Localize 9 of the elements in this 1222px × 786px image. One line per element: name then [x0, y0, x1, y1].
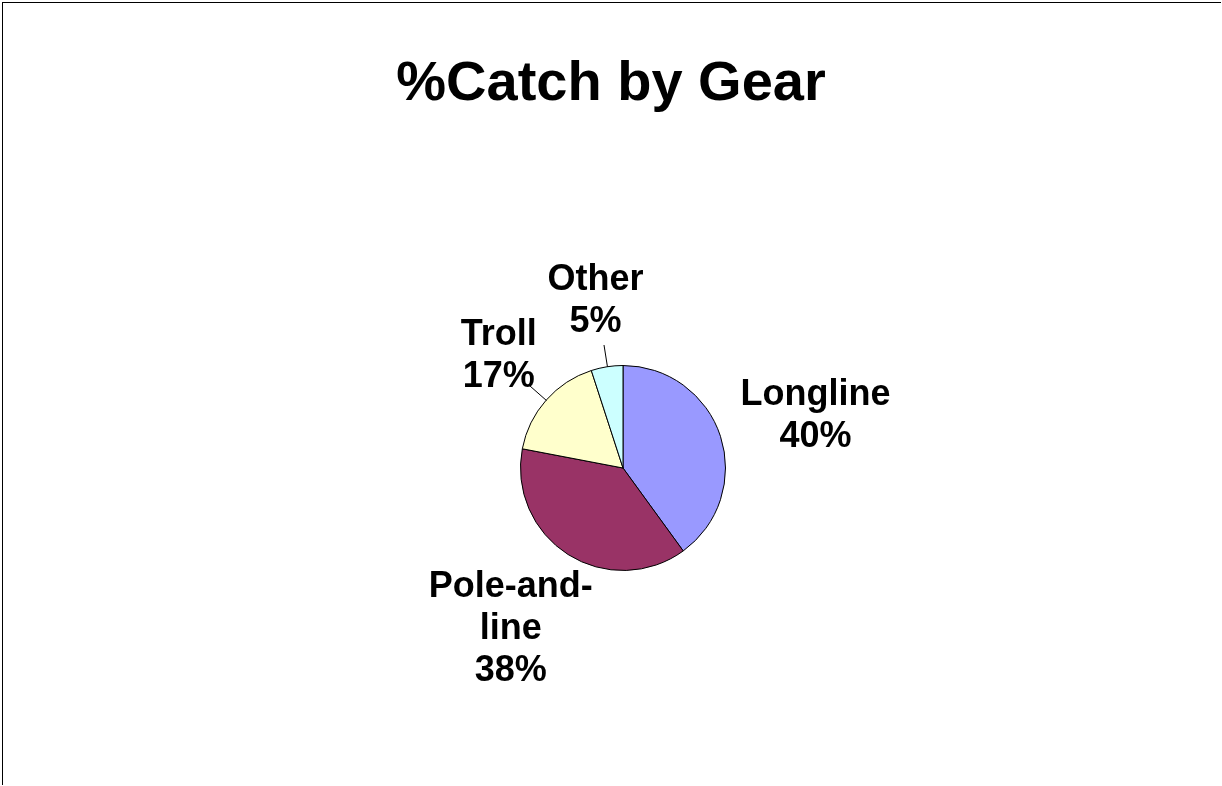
slice-label: Pole-and-line: [428, 563, 593, 647]
slice-label: Troll: [460, 311, 537, 353]
slice-label: Longline: [740, 371, 891, 413]
data-label: 17%: [462, 353, 535, 395]
chart-title: %Catch by Gear: [395, 48, 827, 113]
slice-label: Other: [547, 256, 644, 298]
data-label: 38%: [474, 647, 547, 689]
data-label: 40%: [779, 413, 852, 455]
data-label: 5%: [569, 298, 622, 340]
